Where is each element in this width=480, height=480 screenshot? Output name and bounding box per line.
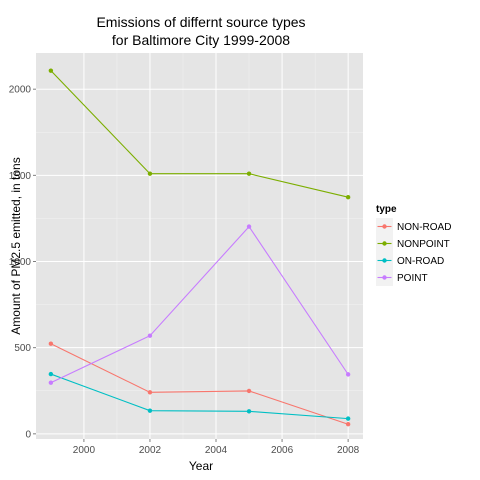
data-point bbox=[48, 380, 54, 385]
series-points bbox=[48, 68, 351, 427]
data-point bbox=[48, 371, 54, 377]
y-tick-label: 2000 bbox=[9, 85, 32, 96]
data-point bbox=[246, 224, 252, 229]
y-tick-label: 1500 bbox=[9, 171, 32, 182]
legend-key-point bbox=[382, 258, 387, 263]
legend-key-point bbox=[382, 275, 387, 280]
legend-label: ON-ROAD bbox=[397, 256, 444, 267]
data-point bbox=[147, 171, 153, 176]
data-point bbox=[345, 422, 351, 427]
x-tick-label: 2006 bbox=[271, 445, 294, 456]
y-tick-label: 1000 bbox=[9, 257, 32, 268]
y-axis-title: Amount of PM2.5 emitted, in tons bbox=[9, 157, 23, 334]
data-point bbox=[147, 390, 153, 395]
x-tick-label: 2002 bbox=[139, 445, 162, 456]
legend-label: NONPOINT bbox=[397, 239, 450, 250]
data-point bbox=[246, 409, 252, 414]
series-line bbox=[50, 70, 349, 198]
y-axis-ticks: 0 500 1000 1500 2000 bbox=[9, 85, 36, 440]
x-tick-label: 2004 bbox=[205, 445, 228, 456]
data-point bbox=[345, 416, 351, 421]
legend-key-point bbox=[382, 241, 387, 246]
y-tick-label: 0 bbox=[25, 429, 31, 440]
data-point bbox=[48, 68, 54, 73]
series-line bbox=[50, 373, 349, 420]
series-line bbox=[50, 225, 349, 384]
minor-gridlines bbox=[36, 53, 363, 439]
data-point bbox=[246, 171, 252, 176]
data-point bbox=[147, 408, 153, 413]
series-lines bbox=[50, 70, 349, 425]
x-tick-label: 2000 bbox=[73, 445, 96, 456]
x-axis-title: Year bbox=[189, 459, 213, 473]
plot-panel bbox=[36, 53, 363, 439]
data-point bbox=[345, 194, 351, 200]
data-point bbox=[147, 333, 153, 338]
legend-key-point bbox=[382, 224, 387, 229]
legend: type NON-ROAD NONPOINT ON-ROAD POINT bbox=[376, 204, 451, 286]
legend-label: POINT bbox=[397, 273, 428, 284]
data-point bbox=[48, 341, 54, 346]
y-tick-label: 500 bbox=[14, 343, 31, 354]
chart-title-line-2: for Baltimore City 1999-2008 bbox=[112, 32, 290, 48]
data-point bbox=[246, 388, 252, 394]
x-axis-ticks: 2000 2002 2004 2006 2008 bbox=[73, 439, 360, 456]
chart-title-line-1: Emissions of differnt source types bbox=[96, 14, 305, 30]
data-point bbox=[345, 372, 351, 377]
series-line bbox=[50, 343, 349, 425]
legend-label: NON-ROAD bbox=[397, 222, 451, 233]
legend-title: type bbox=[376, 204, 397, 215]
x-tick-label: 2008 bbox=[337, 445, 360, 456]
